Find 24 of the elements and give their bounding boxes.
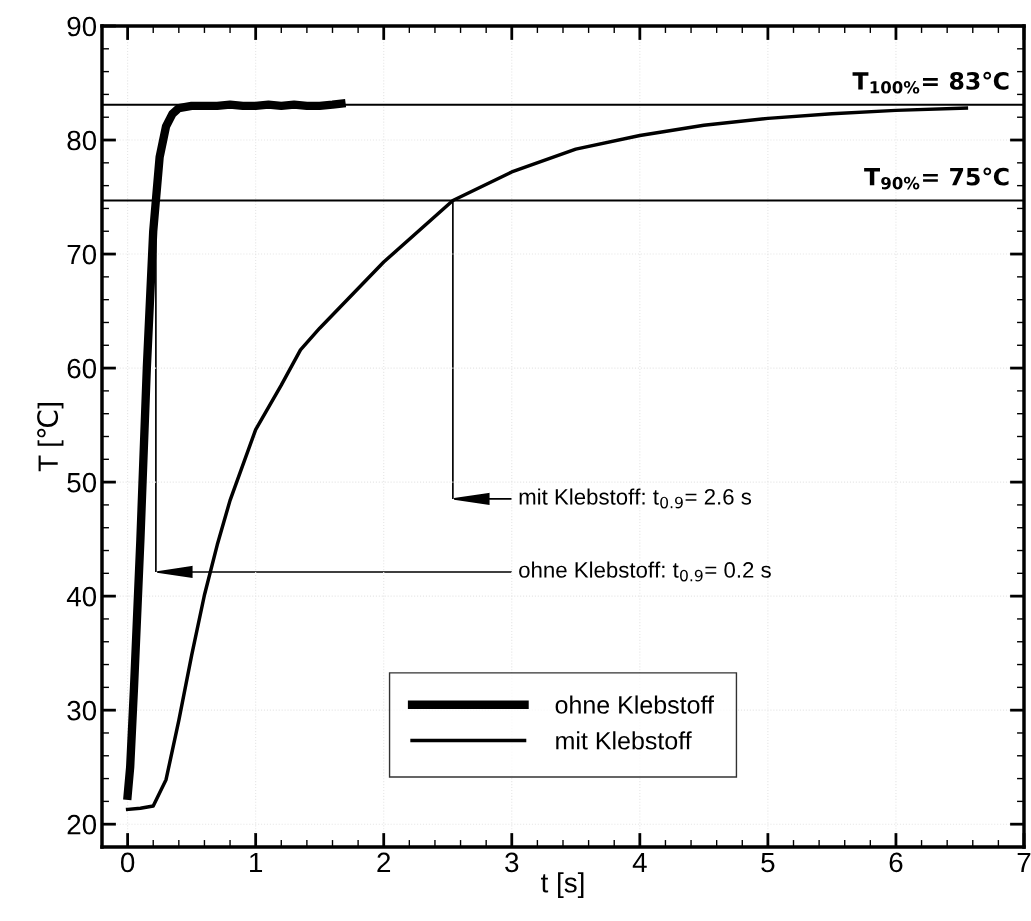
x-tick-label: 0	[120, 852, 135, 873]
x-tick-label: 1	[250, 852, 263, 872]
y-tick-label: 40	[66, 586, 97, 607]
x-axis-title: t [s]	[541, 872, 584, 899]
x-tick-label: 6	[889, 852, 903, 873]
y-tick-label: 30	[67, 700, 97, 721]
y-tick-label: 50	[67, 472, 97, 493]
y-tick-label: 60	[67, 358, 97, 379]
x-tick-label: 5	[761, 852, 775, 873]
y-tick-label: 20	[67, 814, 97, 835]
legend-label: mit Klebstoff	[556, 731, 692, 750]
x-tick-label: 4	[632, 852, 647, 872]
annotation: ohne Klebstoff: t$_{0.9}$= 0.2 s	[519, 561, 771, 582]
x-tick-label: 7	[1017, 852, 1031, 872]
ref-line-label: T$_{90%}$= 75℃	[864, 167, 1009, 190]
y-tick-label: 70	[67, 244, 97, 265]
x-tick-label: 3	[505, 852, 519, 873]
legend-label: ohne Klebstoff	[555, 695, 714, 714]
y-tick-label: 80	[67, 130, 97, 151]
y-axis-title: T [℃]	[37, 403, 64, 472]
x-tick-label: 2	[377, 852, 391, 872]
y-tick-label: 90	[67, 16, 97, 37]
annotation: mit Klebstoff: t$_{0.9}$= 2.6 s	[519, 488, 752, 509]
ref-line-label: T$_{100%}$= 83℃	[852, 71, 1009, 94]
